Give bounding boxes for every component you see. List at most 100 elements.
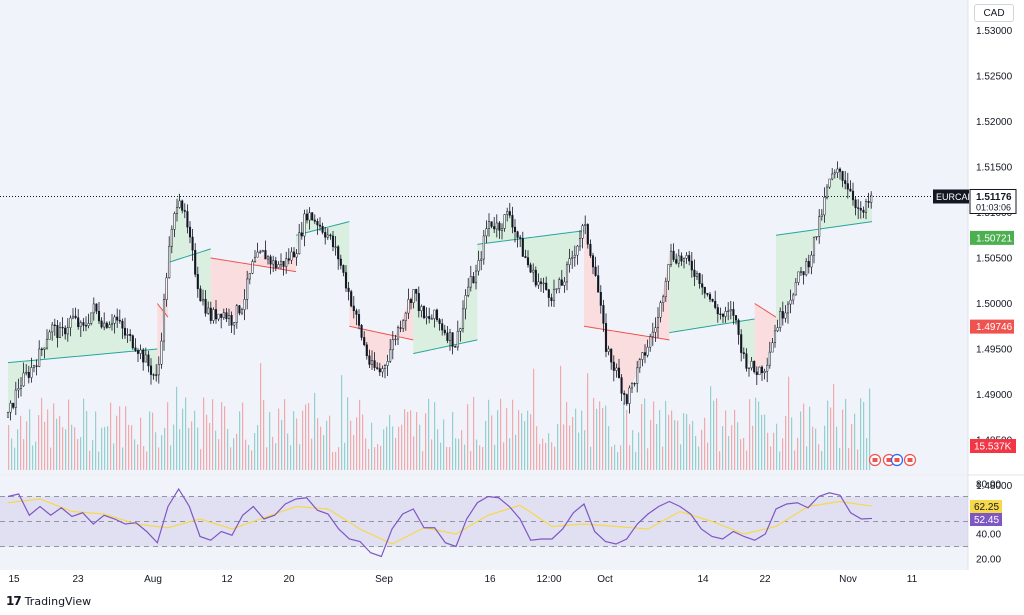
volume-bar xyxy=(848,448,850,470)
volume-bar xyxy=(449,447,451,470)
candle-body xyxy=(103,322,106,328)
supertrend-down-fill xyxy=(157,258,168,381)
candle-body xyxy=(389,349,392,362)
candle-body xyxy=(818,216,821,237)
candle-body xyxy=(542,282,545,285)
volume-bar xyxy=(500,398,502,470)
candle-body xyxy=(173,213,176,230)
candle-body xyxy=(493,226,496,230)
candle-body xyxy=(181,200,184,211)
candle-body xyxy=(773,330,777,343)
volume-bar xyxy=(806,446,808,470)
candle-body xyxy=(737,319,740,335)
volume-bar xyxy=(854,413,856,470)
candle-body xyxy=(199,288,202,302)
candle-body xyxy=(500,228,504,231)
volume-bar xyxy=(734,409,736,470)
volume-bar xyxy=(830,407,832,470)
volume-bar xyxy=(584,430,586,470)
volume-bar xyxy=(731,425,733,470)
volume-bar xyxy=(290,445,292,470)
volume-bar xyxy=(347,397,349,470)
time-tick-label: Nov xyxy=(839,574,857,585)
volume-bar xyxy=(71,424,73,470)
volume-bar xyxy=(851,423,853,470)
volume-bar xyxy=(530,414,532,470)
price-tick-label: 1.52500 xyxy=(976,72,1013,83)
candle-body xyxy=(789,299,792,305)
volume-bar xyxy=(767,432,769,470)
volume-bar xyxy=(41,397,43,470)
candle-body xyxy=(454,346,457,348)
volume-bar xyxy=(458,438,460,470)
candle-body xyxy=(420,306,423,312)
candle-body xyxy=(196,274,199,290)
volume-bar xyxy=(839,447,841,470)
candle-body xyxy=(760,366,764,374)
volume-bar xyxy=(527,410,529,470)
economic-event-icons[interactable] xyxy=(868,453,917,467)
candle-body xyxy=(534,269,537,286)
candle-body xyxy=(108,324,111,328)
candle-body xyxy=(472,276,475,284)
volume-bar xyxy=(149,411,151,470)
candle-body xyxy=(594,266,597,276)
volume-bar xyxy=(623,402,625,470)
volume-bar xyxy=(791,417,793,470)
candle-body xyxy=(386,361,389,366)
volume-bar xyxy=(26,421,28,470)
volume-bar xyxy=(209,422,211,470)
currency-label[interactable]: CAD xyxy=(974,4,1014,22)
volume-bar xyxy=(515,434,517,470)
volume-bar xyxy=(428,398,430,470)
volume-bar xyxy=(230,447,232,470)
price-tick-label: 1.51500 xyxy=(976,163,1013,174)
volume-bar xyxy=(194,410,196,470)
candle-body xyxy=(727,310,730,312)
volume-bar xyxy=(68,399,70,470)
candle-body xyxy=(435,309,439,320)
volume-bar xyxy=(224,406,226,470)
volume-bar xyxy=(95,411,97,470)
candle-body xyxy=(485,228,488,237)
price-candles xyxy=(6,161,873,421)
candle-body xyxy=(701,283,704,288)
candle-body xyxy=(779,311,782,328)
volume-bar xyxy=(473,397,475,470)
volume-bar xyxy=(227,429,229,470)
candle-body xyxy=(178,200,181,208)
volume-bar xyxy=(260,363,262,470)
volume-bar xyxy=(701,429,703,470)
candle-body xyxy=(222,312,225,318)
time-tick-label: Sep xyxy=(375,574,393,585)
tradingview-attribution[interactable]: 17 TradingView xyxy=(6,594,91,608)
candle-body xyxy=(620,377,623,394)
candle-body xyxy=(56,325,59,338)
volume-bar xyxy=(233,438,235,470)
volume-bar xyxy=(653,401,655,470)
supertrend-up-fill xyxy=(168,189,211,318)
volume-bar xyxy=(341,375,343,470)
candle-body xyxy=(51,324,54,333)
time-tick-label: 14 xyxy=(697,574,709,585)
volume-bar xyxy=(638,432,640,470)
volume-bar xyxy=(446,446,448,470)
candle-body xyxy=(532,269,535,273)
candle-body xyxy=(846,183,849,190)
candle-body xyxy=(539,281,543,284)
volume-bar xyxy=(383,429,385,470)
volume-bar xyxy=(110,402,112,470)
volume-bar xyxy=(836,426,838,470)
volume-bar xyxy=(461,430,463,470)
candle-body xyxy=(19,385,23,389)
candle-body xyxy=(97,310,101,322)
volume-bar xyxy=(770,446,772,470)
candle-body xyxy=(617,367,621,378)
volume-tag: 15.537K xyxy=(974,442,1012,453)
candle-body xyxy=(438,319,441,324)
volume-bar xyxy=(365,438,367,470)
volume-bar xyxy=(452,411,454,470)
candle-body xyxy=(659,302,662,318)
volume-bar xyxy=(125,406,127,470)
